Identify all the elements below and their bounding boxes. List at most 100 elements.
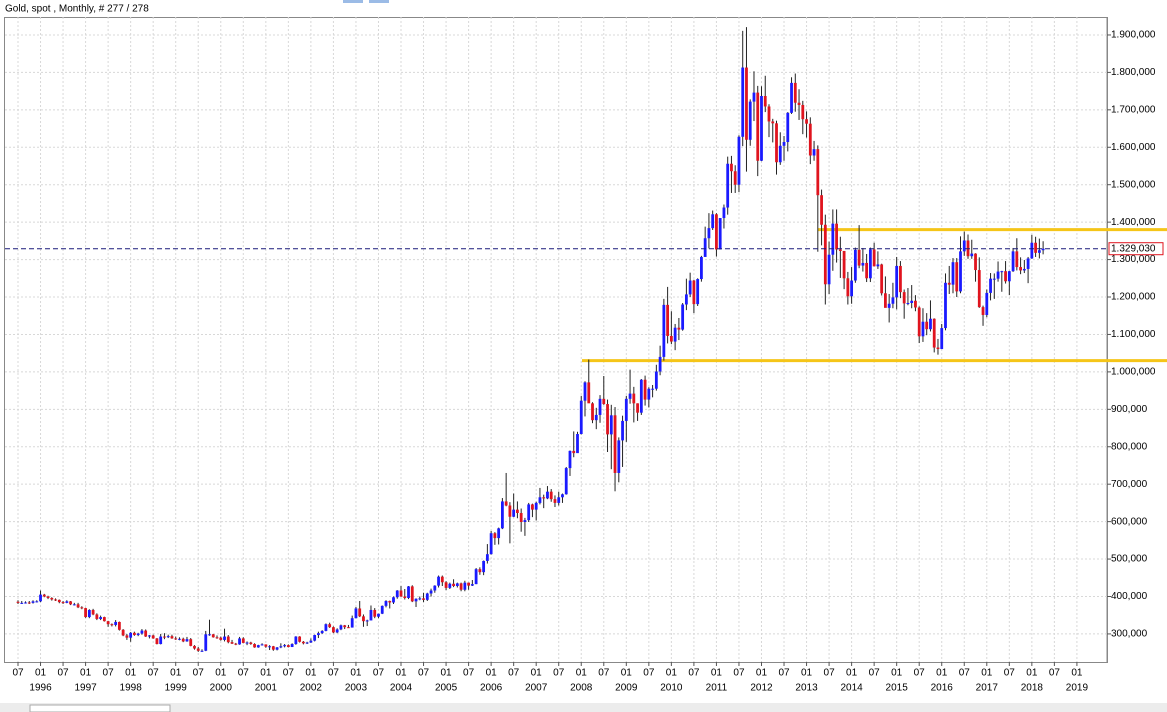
x-tick-label: 01 — [35, 668, 47, 679]
candle-body — [249, 642, 253, 645]
candle-body — [974, 253, 977, 271]
candle-body — [613, 415, 617, 473]
candle-body — [294, 636, 298, 645]
y-tick-label: 600,000 — [1111, 516, 1148, 527]
x-tick-label: 07 — [508, 668, 520, 679]
candle-body — [838, 249, 842, 251]
year-label: 2016 — [931, 683, 954, 694]
candle-body — [947, 282, 951, 285]
candle-body — [594, 414, 598, 421]
candle-body — [767, 106, 771, 122]
candle-body — [823, 224, 827, 285]
chart-title: Gold, spot , Monthly, # 277 / 278 — [5, 4, 149, 15]
x-tick-label: 01 — [576, 668, 588, 679]
candle-body — [238, 638, 241, 645]
candle-body — [662, 304, 666, 357]
candle-body — [414, 598, 418, 602]
candle-body — [39, 594, 42, 602]
candle-body — [583, 382, 587, 401]
year-label: 2002 — [300, 683, 323, 694]
candle-body — [639, 379, 643, 413]
candle-body — [125, 635, 129, 638]
candle-body — [117, 621, 121, 630]
candle-body — [317, 633, 320, 636]
candle-body — [110, 624, 114, 626]
candle-body — [35, 601, 39, 603]
y-tick-label: 1.600,000 — [1111, 142, 1156, 153]
search-box[interactable] — [29, 704, 171, 712]
candle-body — [651, 388, 654, 390]
candle-body — [895, 265, 899, 298]
candle-body — [399, 590, 403, 597]
candle-body — [1004, 271, 1007, 282]
candle-body — [827, 254, 831, 285]
candle-body — [185, 639, 189, 642]
candle-body — [1041, 248, 1045, 251]
candle-body — [914, 300, 917, 308]
year-label: 2011 — [706, 683, 728, 694]
candle-body — [193, 645, 196, 649]
candle-body — [944, 282, 947, 329]
candle-body — [339, 625, 343, 630]
candle-body — [76, 604, 80, 608]
candle-body — [418, 598, 422, 600]
year-label: 2012 — [750, 683, 773, 694]
candle-body — [189, 639, 193, 646]
candle-body — [609, 415, 613, 435]
toolbar-button[interactable] — [369, 0, 389, 3]
candle-body — [925, 321, 929, 330]
candle-body — [786, 112, 790, 143]
candle-body — [730, 163, 733, 172]
x-tick-label: 07 — [57, 668, 69, 679]
candle-body — [350, 618, 354, 628]
x-tick-label: 07 — [418, 668, 430, 679]
candle-body — [102, 617, 106, 622]
candle-body — [253, 644, 256, 648]
candle-body — [846, 278, 850, 297]
candle-body — [745, 67, 748, 140]
candle-body — [835, 223, 838, 250]
candle-body — [493, 533, 497, 539]
candle-body — [245, 642, 249, 644]
candle-body — [474, 569, 478, 585]
y-tick-label: 1.300,000 — [1111, 254, 1156, 265]
candle-body — [887, 303, 891, 308]
candle-body — [380, 605, 384, 614]
candle-body — [516, 509, 519, 514]
candle-body — [1034, 242, 1038, 253]
candle-body — [598, 398, 602, 415]
candle-body — [200, 650, 204, 652]
current-price-label: 1.329,030 — [1111, 243, 1156, 254]
y-tick-label: 1.700,000 — [1111, 104, 1156, 115]
candle-body — [275, 647, 279, 650]
candle-body — [320, 630, 324, 634]
toolbar-button[interactable] — [343, 0, 363, 3]
status-bar — [0, 703, 1167, 712]
candle-body — [256, 645, 260, 648]
x-tick-label: 07 — [733, 668, 745, 679]
candle-body — [820, 195, 823, 225]
candle-body — [842, 250, 846, 279]
candle-body — [362, 616, 365, 622]
year-label: 2003 — [345, 683, 368, 694]
x-tick-label: 07 — [283, 668, 295, 679]
x-tick-label: 07 — [148, 668, 160, 679]
candle-body — [166, 636, 170, 638]
candle-body — [1000, 271, 1004, 273]
candle-body — [756, 92, 760, 161]
candle-body — [917, 307, 921, 337]
candle-body — [437, 576, 440, 586]
candle-body — [808, 123, 812, 156]
candle-body — [771, 121, 775, 124]
y-tick-label: 800,000 — [1111, 441, 1148, 452]
x-tick-label: 01 — [1026, 668, 1038, 679]
candle-body — [410, 586, 414, 602]
candle-body — [241, 638, 245, 643]
candle-body — [16, 601, 20, 603]
candle-body — [208, 634, 211, 636]
candle-body — [880, 264, 884, 294]
x-tick-label: 07 — [373, 668, 385, 679]
year-label: 2000 — [210, 683, 233, 694]
x-tick-label: 01 — [1071, 668, 1083, 679]
